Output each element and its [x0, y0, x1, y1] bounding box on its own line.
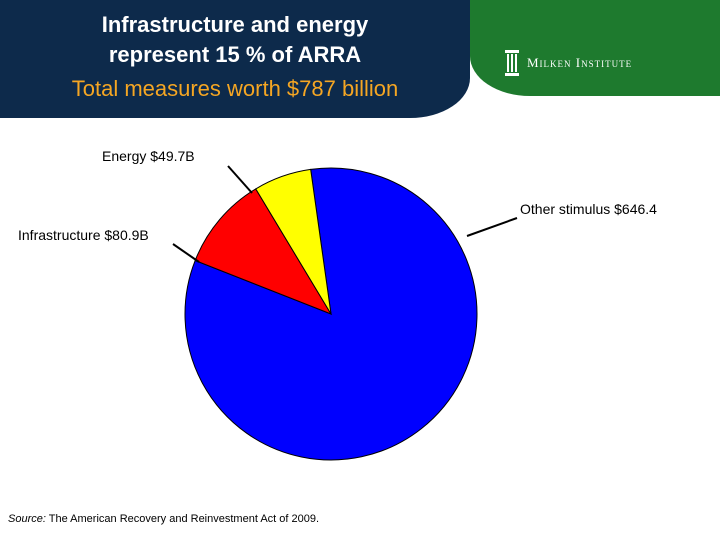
column-pillar-icon — [505, 50, 519, 76]
slice-infrastructure — [194, 188, 333, 316]
title-line-1: Infrastructure and energy — [101, 12, 369, 37]
header-banner — [0, 0, 470, 118]
source-text: The American Recovery and Reinvestment A… — [45, 513, 320, 525]
leader-other-stimulus — [466, 217, 518, 237]
logo-text: Milken Institute — [527, 55, 633, 70]
leader-infrastructure — [172, 243, 200, 263]
title-line-2: represent 15 % of ARRA — [108, 42, 362, 67]
milken-logo: Milken Institute — [505, 48, 632, 78]
slice-energy — [255, 168, 332, 315]
leader-energy — [227, 165, 253, 194]
source-note: Source: The American Recovery and Reinve… — [8, 513, 319, 525]
slide-title: Infrastructure and energy represent 15 %… — [0, 10, 470, 70]
slide-subtitle: Total measures worth $787 billion — [71, 76, 399, 101]
label-other-stimulus: Other stimulus $646.4 — [520, 201, 657, 217]
label-energy: Energy $49.7B — [102, 148, 195, 164]
label-infrastructure: Infrastructure $80.9B — [18, 227, 149, 243]
source-prefix: Source: — [8, 513, 46, 525]
logo-banner — [470, 0, 720, 96]
